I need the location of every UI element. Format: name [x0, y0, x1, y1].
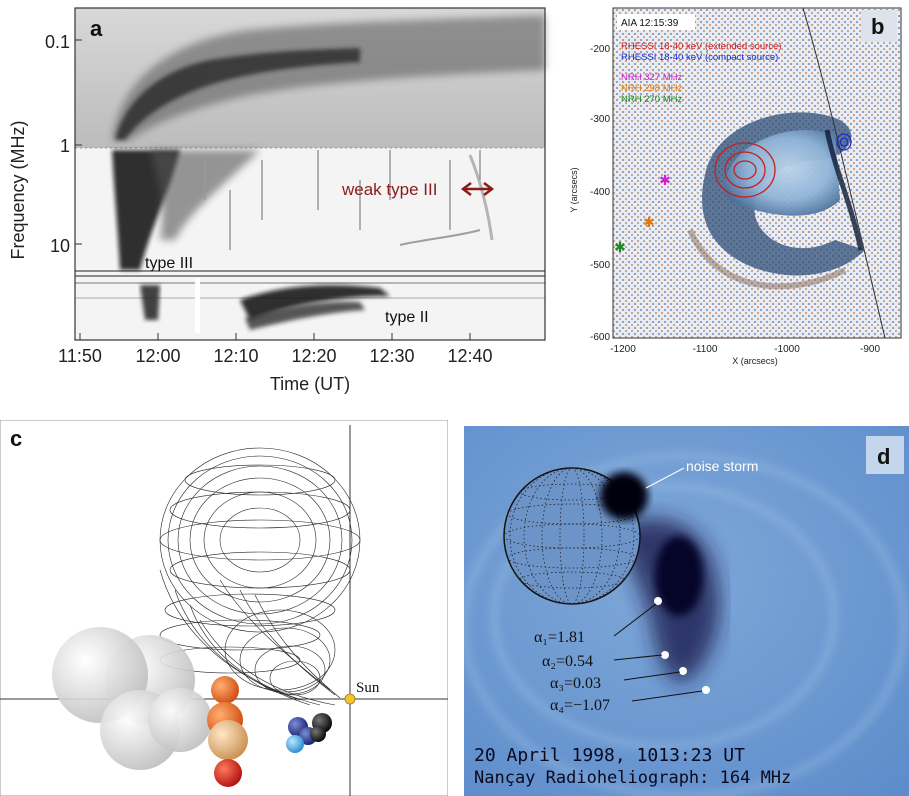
panel-label-d: d — [877, 444, 890, 469]
panel-label-a: a — [90, 16, 103, 41]
legend-nrh327: NRH 327 MHz — [621, 72, 682, 83]
solar-limb — [802, 7, 886, 339]
dynamic-spectrum-figure: 0.1 1 10 Frequency (MHz) 11:50 12:00 12:… — [8, 7, 546, 394]
b-xtick-1: -1100 — [693, 344, 718, 355]
b-x-axis-label: X (arcsecs) — [732, 356, 778, 366]
limb-flare — [824, 129, 864, 251]
noise-storm-arrow — [645, 467, 685, 489]
low-freq-emission — [112, 15, 545, 140]
sphere-orange-1 — [211, 676, 239, 704]
noise-storm-label: noise storm — [686, 458, 758, 474]
panel-label-c: c — [10, 426, 22, 451]
alpha-4-label: α₄=−1.07 — [550, 697, 610, 714]
ytick-1: 1 — [60, 136, 70, 156]
source-dots — [654, 597, 710, 694]
radioheliograph-image-figure: noise storm α₁=1.81 α₂=0.54 α₃=0.03 α₄=−… — [464, 426, 909, 796]
sphere-red — [214, 759, 242, 787]
low-freq-core — [115, 48, 360, 140]
type3-low — [140, 285, 160, 320]
sphere-gray-4 — [148, 688, 212, 752]
flux-rope-model-figure: Sun c — [0, 420, 448, 796]
data-gap — [195, 278, 200, 333]
plot-frame — [74, 7, 546, 341]
sphere-lightblue — [286, 735, 304, 753]
caption-instrument: Nançay Radioheliograph: 164 MHz — [474, 768, 791, 788]
type2-label: type II — [385, 309, 429, 326]
aia-timestamp: AIA 12:15:39 — [621, 18, 679, 29]
outer-front — [687, 228, 847, 290]
xtick-1: 12:00 — [135, 346, 180, 366]
ytick-0: 0.1 — [45, 32, 70, 52]
noise-storm-blob — [600, 472, 648, 520]
x-axis-label: Time (UT) — [270, 374, 350, 394]
b-ytick-3: -500 — [590, 260, 610, 271]
legend-nrh270: NRH 270 MHz — [621, 94, 682, 105]
faint-drift — [399, 229, 481, 246]
panel-b: ✱ ✱ ✱ AIA 12:15:39 RHESSI 18-40 keV (ext… — [565, 0, 909, 400]
image-frame — [612, 7, 902, 339]
type2-lane-1 — [240, 285, 390, 320]
alpha-2-label: α₂=0.54 — [542, 653, 593, 670]
rhessi-compact-contours — [836, 133, 852, 151]
panel-label-b: b — [871, 14, 884, 39]
panel-c: Sun c — [0, 420, 448, 796]
weak-type3-label: weak type III — [341, 180, 437, 199]
double-arrow-icon — [460, 182, 495, 196]
nrh270-marker: ✱ — [614, 239, 626, 255]
flux-rope-wireframe — [159, 447, 361, 706]
xtick-2: 12:10 — [213, 346, 258, 366]
legend-rhessi-compact: RHESSI 18-40 keV (compact source) — [621, 52, 778, 63]
nrh298-marker: ✱ — [643, 214, 655, 230]
b-y-axis-label: Y (arcsecs) — [569, 167, 579, 212]
sun-marker — [344, 693, 356, 705]
xtick-3: 12:20 — [291, 346, 336, 366]
sun-label: Sun — [356, 680, 380, 696]
sphere-black-2 — [310, 726, 326, 742]
panel-a: 0.1 1 10 Frequency (MHz) 11:50 12:00 12:… — [0, 0, 565, 400]
y-ticks — [75, 39, 82, 245]
legend-nrh298: NRH 298 MHz — [621, 83, 682, 94]
alpha-3-label: α₃=0.03 — [550, 675, 601, 692]
legend-rhessi-extended: RHESSI 18-40 keV (extended source) — [621, 41, 782, 52]
euv-image-figure: ✱ ✱ ✱ AIA 12:15:39 RHESSI 18-40 keV (ext… — [565, 0, 909, 400]
interference-streaks — [204, 150, 481, 250]
b-xtick-0: -1200 — [610, 344, 636, 355]
alpha-1-label: α₁=1.81 — [534, 629, 585, 646]
b-ytick-4: -600 — [590, 332, 610, 343]
b-xtick-2: -1000 — [774, 344, 800, 355]
b-ytick-2: -400 — [590, 187, 610, 198]
caption-date: 20 April 1998, 1013:23 UT — [474, 745, 745, 766]
xtick-5: 12:40 — [447, 346, 492, 366]
rhessi-extended-contours — [714, 142, 776, 198]
radio-emission-core — [655, 536, 703, 616]
xtick-0: 11:50 — [58, 346, 102, 366]
b-ytick-0: -200 — [590, 44, 610, 55]
xtick-4: 12:30 — [369, 346, 414, 366]
ytick-2: 10 — [50, 236, 70, 256]
sphere-tan — [208, 720, 248, 760]
x-ticks — [79, 333, 471, 340]
nrh327-marker: ✱ — [659, 172, 671, 188]
y-axis-label: Frequency (MHz) — [8, 120, 28, 259]
b-ytick-1: -300 — [590, 114, 610, 125]
cme-bright-core — [723, 130, 840, 216]
panel-d: noise storm α₁=1.81 α₂=0.54 α₃=0.03 α₄=−… — [464, 426, 909, 796]
weak-type3-streak — [468, 154, 494, 241]
type3-label: type III — [145, 255, 193, 272]
b-xtick-3: -900 — [860, 344, 880, 355]
type2-lane-2 — [245, 301, 365, 330]
